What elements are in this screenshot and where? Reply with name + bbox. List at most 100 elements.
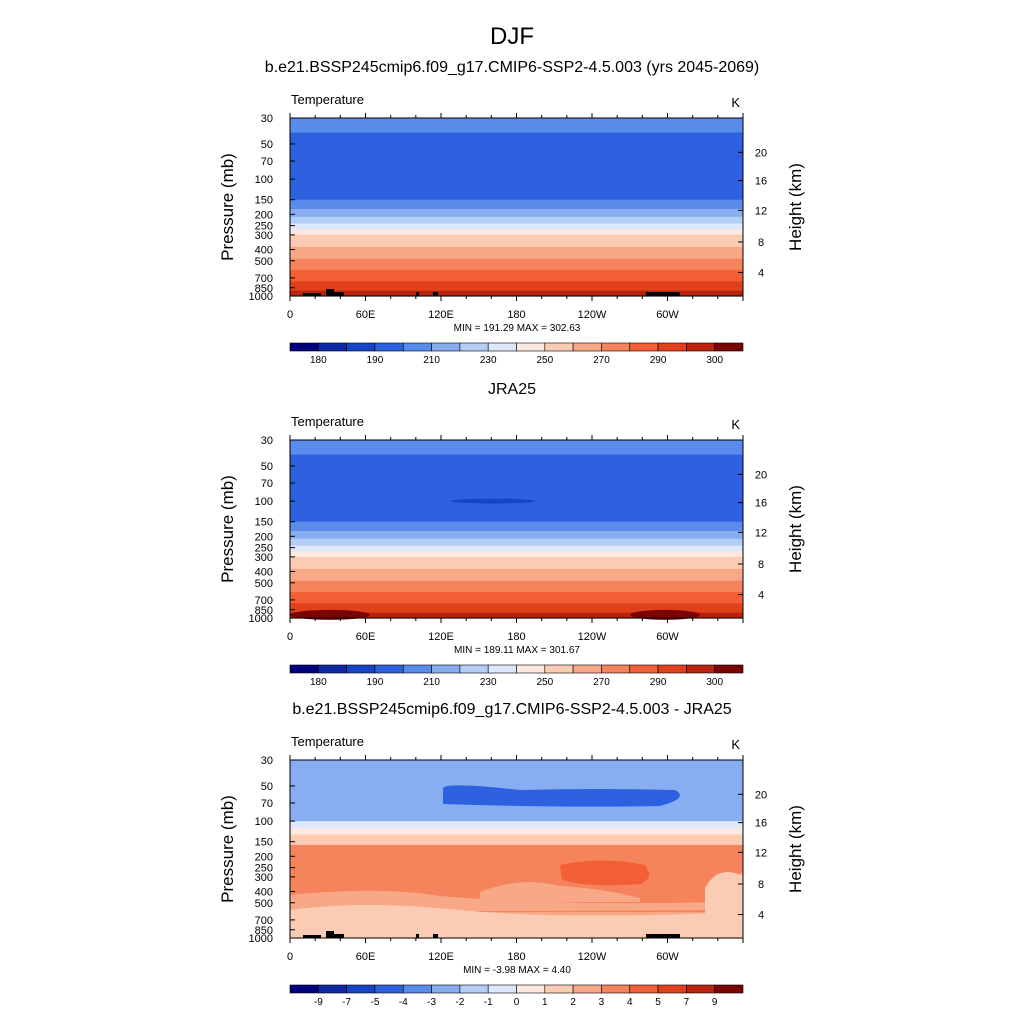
variable-label: Temperature — [291, 414, 364, 429]
y-tick-label: 30 — [261, 435, 273, 447]
colorbar-label: 2 — [570, 997, 576, 1008]
y-right-tick-label: 4 — [758, 910, 764, 922]
y-tick-label: 70 — [261, 478, 273, 490]
colorbar-box — [402, 342, 432, 352]
y-axis-label: Pressure (mb) — [218, 475, 237, 583]
y-tick-label: 50 — [261, 461, 273, 473]
y-tick-label: 150 — [255, 837, 273, 849]
y-right-tick-label: 8 — [758, 237, 764, 249]
colorbar-box — [459, 984, 489, 994]
y-right-tick-label: 4 — [758, 268, 764, 280]
stats-text: MIN = 191.29 MAX = 302.63 — [454, 323, 581, 334]
topography-block — [646, 292, 680, 296]
y-right-tick-label: 8 — [758, 879, 764, 891]
colorbar-box — [686, 664, 715, 674]
contour-band — [290, 806, 743, 822]
contour-band — [290, 556, 743, 570]
y-right-tick-label: 12 — [755, 205, 767, 217]
season-title: DJF — [490, 23, 534, 50]
colorbar-box — [544, 664, 574, 674]
y-tick-label: 150 — [255, 195, 273, 207]
y-right-tick-label: 20 — [755, 147, 767, 159]
colorbar-label: -7 — [342, 997, 351, 1008]
colorbar-box — [431, 664, 461, 674]
colorbar-label: 1 — [542, 997, 548, 1008]
y-tick-label: 850 — [255, 283, 273, 295]
y-tick-label: 100 — [255, 174, 273, 186]
colorbar-box — [374, 342, 404, 352]
y-tick-label: 1000 — [249, 613, 273, 625]
y-right-axis-label: Height (km) — [786, 163, 805, 251]
topography-block — [326, 931, 334, 938]
colorbar-box — [516, 664, 546, 674]
colorbar-box — [657, 664, 687, 674]
y-right-tick-label: 16 — [755, 176, 767, 188]
contour-band — [290, 828, 743, 836]
contour-band — [290, 592, 743, 604]
y-tick-label: 500 — [255, 578, 273, 590]
contour-band — [290, 199, 743, 210]
y-right-tick-label: 16 — [755, 818, 767, 830]
colorbar-label: 7 — [684, 997, 690, 1008]
colorbar-label: -1 — [484, 997, 493, 1008]
y-right-tick-label: 12 — [755, 847, 767, 859]
contour-band — [290, 761, 520, 773]
colorbar-label: 5 — [655, 997, 661, 1008]
contour-band — [290, 281, 743, 292]
topography-block — [334, 934, 344, 938]
y-right-axis-label: Height (km) — [786, 485, 805, 573]
colorbar-box — [572, 984, 602, 994]
x-tick-label: 60W — [656, 951, 679, 963]
y-tick-label: 100 — [255, 816, 273, 828]
colorbar-label: -4 — [399, 997, 408, 1008]
colorbar-box — [544, 342, 574, 352]
y-tick-label: 300 — [255, 230, 273, 242]
panel-title: b.e21.BSSP245cmip6.f09_g17.CMIP6-SSP2-4.… — [265, 59, 760, 76]
colorbar-box — [431, 342, 461, 352]
x-tick-label: 60E — [356, 309, 376, 321]
panel-title: JRA25 — [488, 381, 536, 398]
colorbar-box — [686, 342, 715, 352]
variable-label: Temperature — [291, 734, 364, 749]
contour-band — [705, 872, 743, 920]
colorbar-box — [346, 342, 376, 352]
contour-band — [443, 785, 680, 807]
y-tick-label: 250 — [255, 543, 273, 555]
colorbar-box — [686, 984, 715, 994]
contour-band — [560, 860, 649, 886]
colorbar-box — [459, 342, 489, 352]
y-tick-label: 1000 — [249, 933, 273, 945]
x-tick-label: 120E — [428, 951, 454, 963]
contour-band — [290, 229, 743, 236]
colorbar-box — [318, 342, 347, 352]
x-tick-label: 120W — [578, 631, 607, 643]
y-tick-label: 700 — [255, 595, 273, 607]
y-tick-label: 500 — [255, 898, 273, 910]
colorbar-label: 270 — [593, 355, 610, 366]
topography-block — [326, 289, 334, 296]
colorbar-box — [289, 984, 319, 994]
colorbar-box — [459, 664, 489, 674]
topography-block — [303, 935, 321, 938]
contour-band — [290, 870, 743, 912]
colorbar-box — [516, 342, 546, 352]
colorbar-label: 290 — [650, 355, 667, 366]
panel-1: b.e21.BSSP245cmip6.f09_g17.CMIP6-SSP2-4.… — [218, 59, 805, 366]
contour-band — [630, 609, 700, 620]
x-tick-label: 0 — [287, 631, 293, 643]
x-tick-label: 0 — [287, 309, 293, 321]
contour-band — [290, 454, 743, 484]
colorbar-box — [289, 342, 319, 352]
contour-band — [290, 188, 743, 201]
colorbar-label: 190 — [367, 355, 384, 366]
colorbar-label: 210 — [423, 677, 440, 688]
contour-band — [290, 530, 743, 540]
units-label: K — [731, 737, 740, 752]
contour-band — [290, 905, 743, 938]
y-tick-label: 250 — [255, 221, 273, 233]
x-tick-label: 180 — [507, 309, 525, 321]
x-tick-label: 0 — [287, 951, 293, 963]
colorbar-box — [346, 984, 376, 994]
contour-band — [290, 609, 370, 620]
